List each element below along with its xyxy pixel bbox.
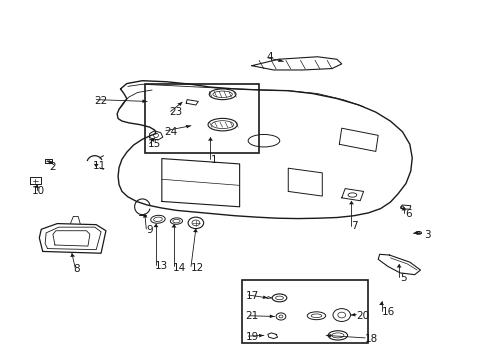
Text: 2: 2 <box>49 162 56 172</box>
Text: 22: 22 <box>94 96 107 106</box>
Text: 11: 11 <box>93 161 106 171</box>
Text: 24: 24 <box>164 127 177 137</box>
Polygon shape <box>207 137 212 141</box>
Polygon shape <box>142 99 147 103</box>
Polygon shape <box>269 315 274 318</box>
Text: 14: 14 <box>172 262 185 273</box>
Text: 6: 6 <box>404 209 411 219</box>
Polygon shape <box>185 125 191 129</box>
Text: 10: 10 <box>32 186 45 196</box>
Polygon shape <box>378 301 383 305</box>
Polygon shape <box>262 296 267 299</box>
Text: 8: 8 <box>73 264 80 274</box>
Text: 21: 21 <box>245 311 258 321</box>
Bar <box>242 280 368 342</box>
Text: 1: 1 <box>210 156 217 165</box>
Polygon shape <box>401 207 406 210</box>
Polygon shape <box>259 334 264 337</box>
Polygon shape <box>70 253 75 257</box>
Text: 3: 3 <box>424 230 430 240</box>
Text: 12: 12 <box>191 262 204 273</box>
Polygon shape <box>47 161 53 165</box>
Polygon shape <box>348 201 353 204</box>
Polygon shape <box>350 313 355 316</box>
Polygon shape <box>142 214 147 218</box>
Polygon shape <box>34 184 39 188</box>
Text: 19: 19 <box>245 332 258 342</box>
Polygon shape <box>193 229 198 232</box>
Polygon shape <box>396 264 401 267</box>
Polygon shape <box>412 231 417 235</box>
Text: 7: 7 <box>351 221 357 231</box>
Polygon shape <box>171 224 176 228</box>
Text: 15: 15 <box>148 139 161 149</box>
Polygon shape <box>150 138 154 142</box>
Text: 18: 18 <box>365 334 378 344</box>
Polygon shape <box>325 334 330 337</box>
Text: 17: 17 <box>245 291 258 301</box>
Polygon shape <box>278 59 283 62</box>
Bar <box>144 84 259 153</box>
Text: 13: 13 <box>154 261 167 271</box>
Text: 5: 5 <box>399 273 406 283</box>
Polygon shape <box>177 102 182 106</box>
Text: 23: 23 <box>169 107 182 117</box>
Polygon shape <box>153 224 158 227</box>
Text: 9: 9 <box>146 225 153 235</box>
Polygon shape <box>94 164 99 167</box>
Text: 16: 16 <box>381 307 394 317</box>
Text: 4: 4 <box>266 52 272 62</box>
Text: 20: 20 <box>356 311 369 321</box>
